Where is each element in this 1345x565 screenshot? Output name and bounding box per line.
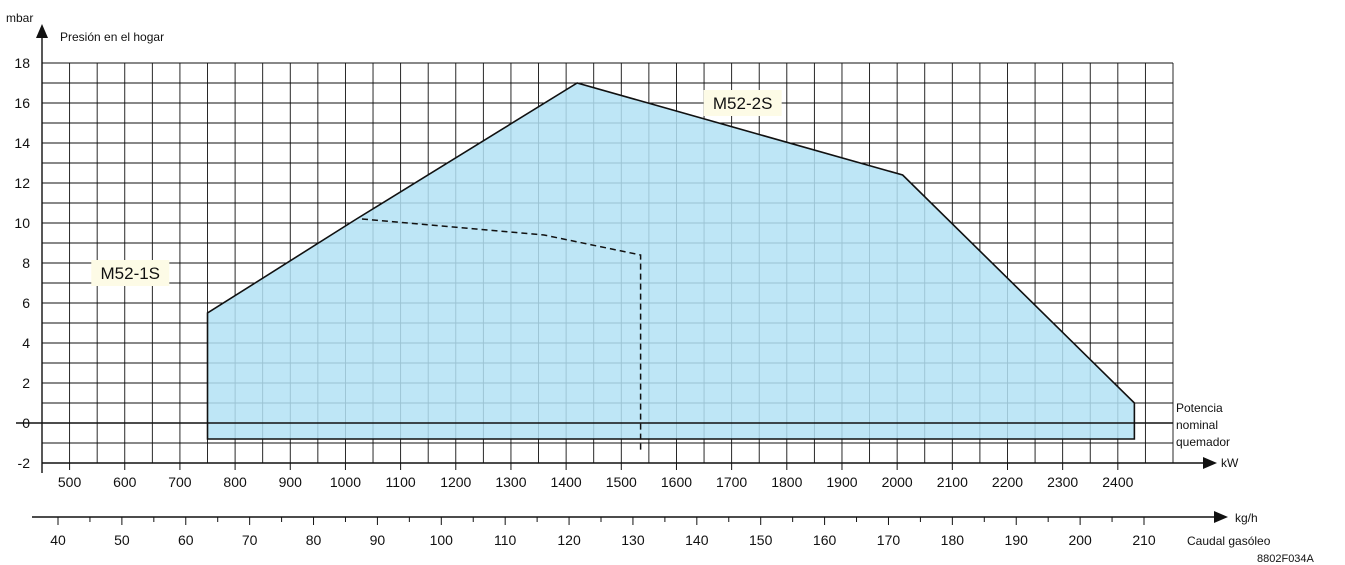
tick-labels: -2 0 2 4 6 8 10 12 14 16 18 500 600 700 800 900 1000 1100… (14, 55, 1155, 548)
x2-tick-label: 150 (749, 532, 773, 548)
y-unit-label: mbar (6, 11, 33, 25)
x2-tick-label: 160 (813, 532, 837, 548)
series-line-m52-1s (361, 218, 642, 453)
x2-tick-label: 180 (941, 532, 965, 548)
x-tick-label: 2400 (1102, 474, 1133, 490)
x-tick-label: 500 (58, 474, 82, 490)
y-axis-title: Presión en el hogar (60, 30, 164, 44)
x-tick-label: 2000 (882, 474, 913, 490)
y-tick-label: 4 (22, 335, 30, 351)
x2-tick-label: 120 (557, 532, 581, 548)
x2-axis-unit: kg/h (1235, 511, 1258, 525)
y-axis-arrow (36, 24, 48, 38)
y-tick-label: 12 (14, 175, 30, 191)
x2-tick-label: 200 (1068, 532, 1092, 548)
plot-area (206, 82, 1136, 453)
y-tick-label: 16 (14, 95, 30, 111)
series-label: M52-1S (101, 264, 161, 283)
x-tick-label: 600 (113, 474, 137, 490)
figure-code: 8802F034A (1257, 553, 1315, 565)
series-area-m52-2s (206, 82, 1136, 440)
y-tick-label: 10 (14, 215, 30, 231)
y-tick-label: 8 (22, 255, 30, 271)
x2-axis-title: Caudal gasóleo (1187, 534, 1271, 548)
x-tick-label: 1500 (606, 474, 637, 490)
x-tick-label: 900 (279, 474, 303, 490)
y-tick-label: 6 (22, 295, 30, 311)
x2-tick-label: 70 (242, 532, 258, 548)
series-labels: M52-2S M52-1S (91, 90, 782, 286)
axes: mbar Presión en el hogar kW kg/h Caudal … (6, 11, 1315, 565)
series-label-box (703, 90, 782, 116)
x-tick-label: 2200 (992, 474, 1023, 490)
x-tick-label: 2100 (937, 474, 968, 490)
x2-tick-label: 100 (430, 532, 454, 548)
y-tick-label: 2 (22, 375, 30, 391)
y-tick-label: -2 (18, 455, 31, 471)
series-label: M52-2S (713, 94, 773, 113)
x-tick-label: 1400 (551, 474, 582, 490)
x-tick-label: 700 (168, 474, 192, 490)
x2-tick-label: 60 (178, 532, 194, 548)
note-line-2: nominal (1176, 418, 1218, 432)
x2-tick-label: 170 (877, 532, 901, 548)
x2-tick-label: 80 (306, 532, 322, 548)
x-tick-label: 1300 (495, 474, 526, 490)
x-tick-label: 1700 (716, 474, 747, 490)
x2-axis-arrow (1214, 511, 1228, 523)
y-tick-label: 0 (22, 415, 30, 431)
x-tick-label: 2300 (1047, 474, 1078, 490)
x-tick-label: 1900 (826, 474, 857, 490)
x-axis-arrow (1203, 457, 1217, 469)
x2-tick-label: 40 (50, 532, 66, 548)
x2-tick-label: 110 (494, 532, 517, 548)
x-tick-label: 800 (223, 474, 247, 490)
x-tick-label: 1600 (661, 474, 692, 490)
x-tick-label: 1100 (386, 474, 416, 490)
x-tick-label: 1000 (330, 474, 361, 490)
note-line-3: quemador (1176, 435, 1230, 449)
series-label-box (91, 260, 170, 286)
x-tick-label: 1800 (771, 474, 802, 490)
x-tick-label: 1200 (440, 474, 471, 490)
x-axis-unit: kW (1221, 456, 1239, 470)
y-tick-label: 18 (14, 55, 30, 71)
x2-tick-label: 130 (621, 532, 645, 548)
y-tick-label: 14 (14, 135, 30, 151)
x2-tick-label: 140 (685, 532, 709, 548)
x2-tick-label: 90 (370, 532, 386, 548)
x2-tick-label: 190 (1005, 532, 1029, 548)
x2-tick-label: 50 (114, 532, 130, 548)
note-line-1: Potencia (1176, 401, 1223, 415)
x2-tick-label: 210 (1132, 532, 1156, 548)
